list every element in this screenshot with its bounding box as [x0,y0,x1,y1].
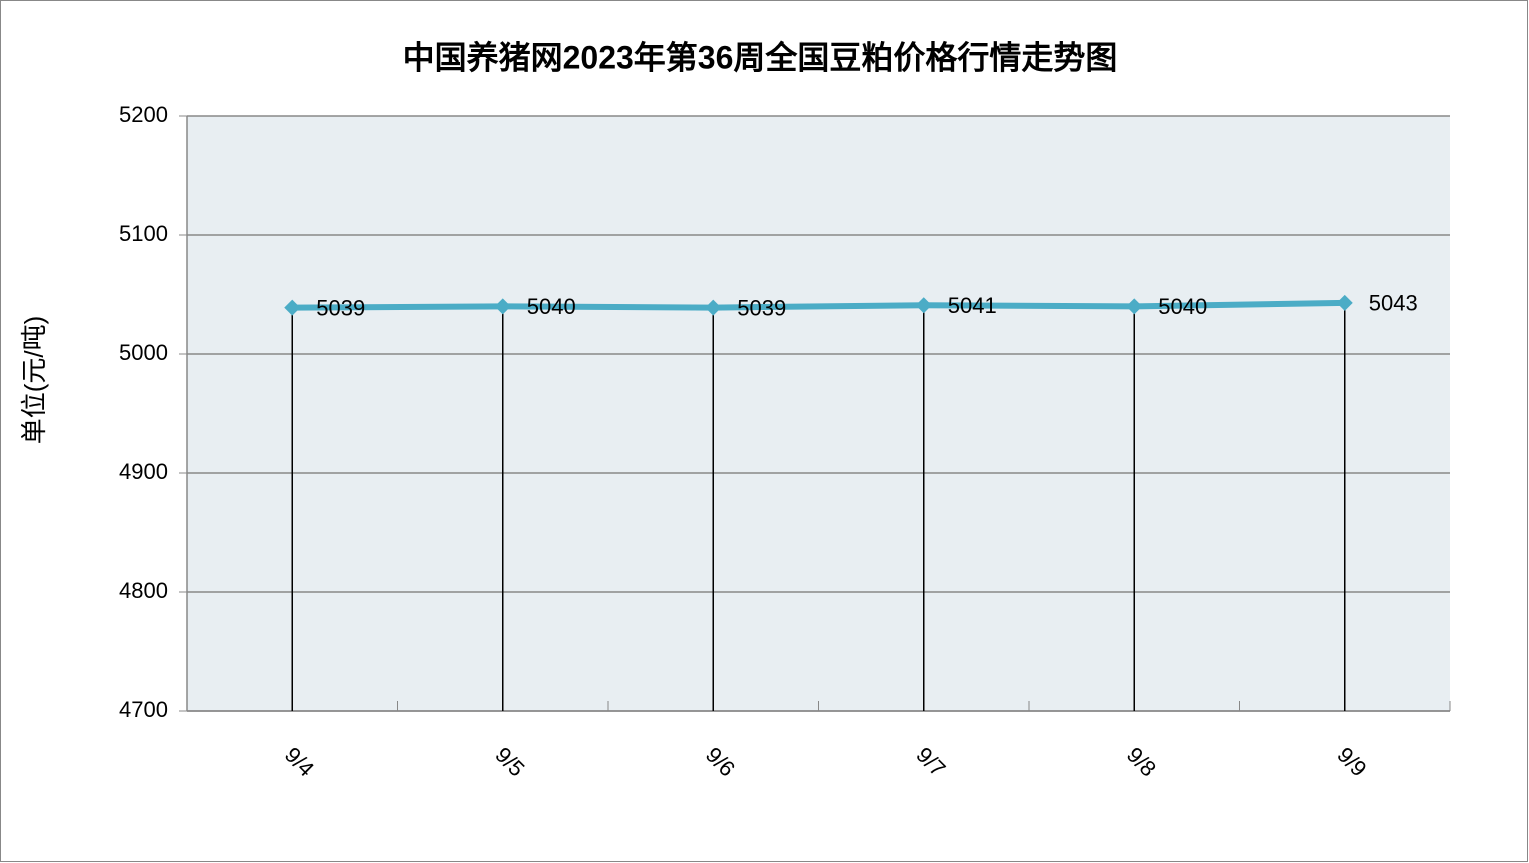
data-label: 5040 [1158,294,1207,319]
y-tick-label: 5100 [119,221,168,246]
marker [1336,294,1353,311]
data-label: 5041 [948,293,997,318]
y-tick-label: 4800 [119,578,168,603]
marker [284,299,301,316]
y-tick-label: 5000 [119,340,168,365]
marker [915,297,932,314]
y-tick-label: 4700 [119,697,168,722]
chart-title: 中国养猪网2023年第36周全国豆粕价格行情走势图 [403,39,1118,75]
marker [1126,298,1143,315]
data-label: 5040 [527,294,576,319]
y-axis-title: 单位(元/吨) [19,316,49,445]
data-label: 5039 [737,295,786,320]
plot-area [187,116,1450,711]
data-label: 5043 [1369,291,1418,316]
marker [494,298,511,315]
data-label: 5039 [316,295,365,320]
series-line [292,299,1345,311]
y-tick-label: 4900 [119,459,168,484]
y-tick-label: 5200 [119,102,168,127]
marker [705,299,722,316]
